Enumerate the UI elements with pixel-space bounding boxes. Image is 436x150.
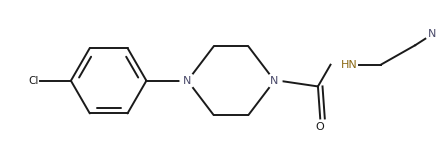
Text: N: N bbox=[270, 76, 279, 86]
Text: Cl: Cl bbox=[28, 76, 39, 86]
Text: HN: HN bbox=[341, 60, 358, 70]
Circle shape bbox=[267, 73, 282, 88]
Text: N: N bbox=[428, 29, 436, 39]
Circle shape bbox=[180, 73, 195, 88]
Text: O: O bbox=[316, 122, 324, 132]
Text: N: N bbox=[184, 76, 192, 86]
Circle shape bbox=[426, 27, 436, 41]
